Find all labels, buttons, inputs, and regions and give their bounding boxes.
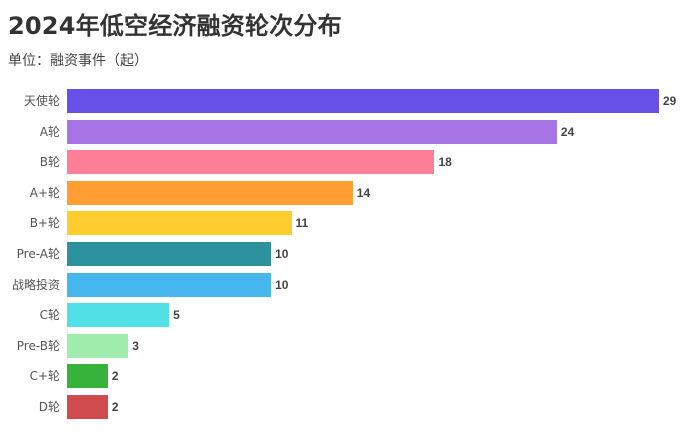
bar[interactable] xyxy=(67,303,170,328)
category-label: C+轮 xyxy=(29,369,60,384)
value-label: 5 xyxy=(173,308,180,323)
bar[interactable] xyxy=(67,242,272,266)
bar-row: C+轮 2 xyxy=(0,363,692,389)
value-label: 2 xyxy=(111,369,119,384)
bar[interactable] xyxy=(67,364,108,389)
category-label: 战略投资 xyxy=(11,277,60,292)
value-label: 10 xyxy=(275,277,289,292)
bar-row: Pre-A轮 10 xyxy=(0,241,692,267)
category-label: C轮 xyxy=(39,308,60,323)
bar[interactable] xyxy=(67,395,108,419)
bar-row: A+轮 14 xyxy=(0,180,692,206)
bar-row: 战略投资 10 xyxy=(0,272,692,298)
bar-row: 天使轮 29 xyxy=(0,88,692,114)
bar[interactable] xyxy=(67,180,353,205)
bar-row: Pre-B轮 3 xyxy=(0,333,692,359)
bar[interactable] xyxy=(67,150,435,175)
value-label: 29 xyxy=(663,94,677,108)
category-label: Pre-B轮 xyxy=(16,338,60,353)
category-label: A+轮 xyxy=(29,185,60,200)
chart-title: 2024年低空经济融资轮次分布 xyxy=(8,12,342,40)
value-label: 14 xyxy=(356,185,371,200)
chart-subtitle: 单位：融资事件（起） xyxy=(8,53,148,69)
value-label: 2 xyxy=(111,400,119,414)
value-label: 11 xyxy=(295,216,309,231)
category-label: B+轮 xyxy=(29,216,60,231)
bar[interactable] xyxy=(67,333,129,358)
category-label: D轮 xyxy=(38,400,60,414)
bar-row: C轮 5 xyxy=(0,302,692,328)
bar[interactable] xyxy=(67,272,272,297)
bar[interactable] xyxy=(67,119,557,144)
category-label: 天使轮 xyxy=(23,94,60,108)
value-label: 10 xyxy=(275,247,289,261)
bar-row: B轮 18 xyxy=(0,149,692,175)
bar-row: B+轮 11 xyxy=(0,210,692,236)
bar-chart: 天使轮 29 A轮 24 B轮 18 A+轮 14 B+轮 11 Pre-A轮 10 战略投资 10 C轮 5… xyxy=(0,86,692,426)
bar-row: D轮 2 xyxy=(0,394,692,420)
bar-row: A轮 24 xyxy=(0,119,692,145)
category-label: B轮 xyxy=(39,155,60,170)
bar[interactable] xyxy=(67,211,292,236)
bar[interactable] xyxy=(67,89,659,113)
value-label: 18 xyxy=(438,155,452,170)
value-label: 3 xyxy=(132,338,139,353)
category-label: Pre-A轮 xyxy=(16,247,60,261)
category-label: A轮 xyxy=(39,124,60,139)
value-label: 24 xyxy=(560,124,575,139)
